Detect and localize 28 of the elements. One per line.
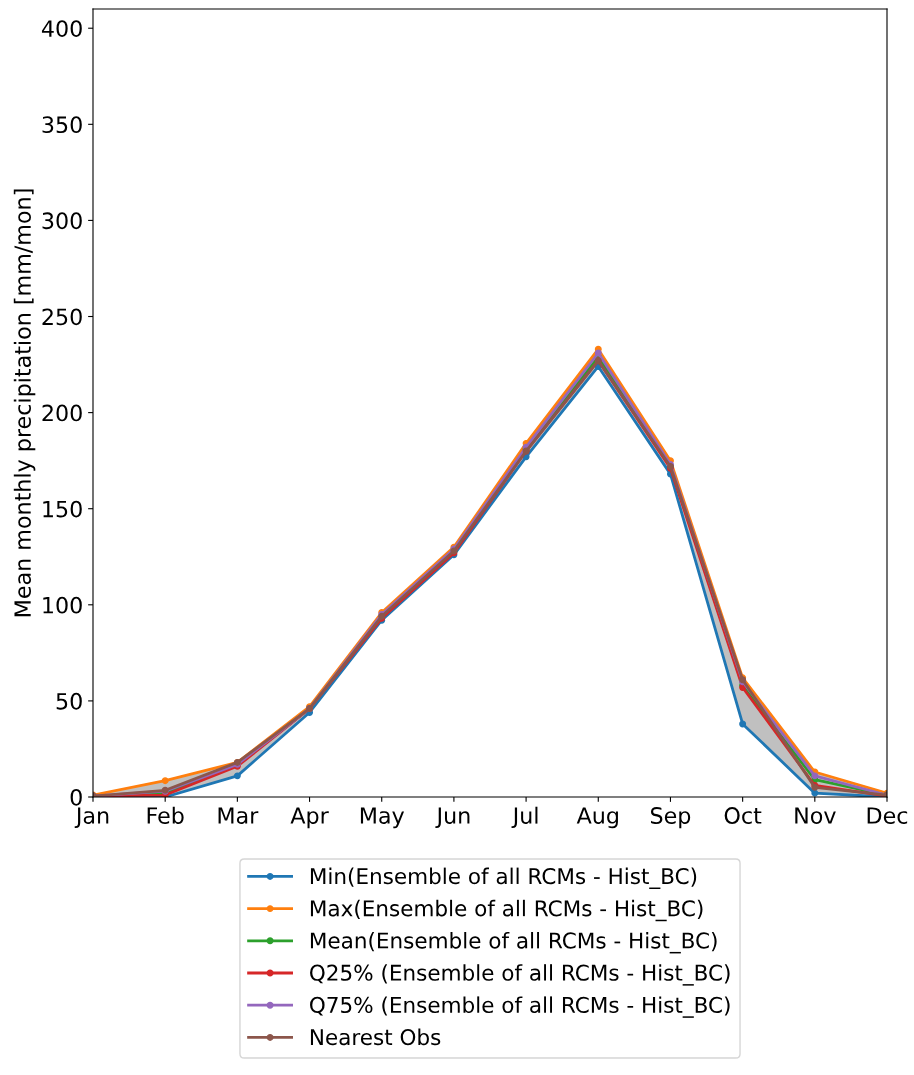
x-tick-label: May — [360, 807, 405, 829]
x-tick-label: Aug — [576, 807, 618, 829]
y-tick-label: 100 — [43, 596, 82, 614]
x-tick-label: Sep — [650, 807, 691, 829]
x-tick-label: Feb — [147, 806, 184, 824]
y-tick-label: 0 — [70, 788, 82, 806]
y-tick-label: 350 — [42, 116, 82, 134]
x-tick-label: Jan — [74, 807, 109, 829]
y-axis-title: Mean monthly precipitation [mm/mon] — [13, 189, 36, 617]
legend-label: Q75% (Ensemble of all RCMs - Hist_BC) — [310, 996, 730, 1018]
legend-label: Q25% (Ensemble of all RCMs - Hist_BC) — [310, 964, 730, 986]
legend-label: Max(Ensemble of all RCMs - Hist_BC) — [310, 899, 703, 922]
legend-label: Min(Ensemble of all RCMs - Hist_BC) — [310, 867, 697, 890]
y-tick-label: 50 — [56, 692, 82, 710]
y-tick-label: 250 — [42, 308, 82, 326]
x-tick-label: Apr — [290, 807, 329, 829]
x-tick-label: Jul — [511, 806, 538, 829]
x-tick-label: Jun — [435, 807, 470, 829]
x-tick-label: Dec — [867, 807, 908, 824]
x-tick-label: Oct — [724, 807, 762, 824]
legend-label: Mean(Ensemble of all RCMs - Hist_BC) — [310, 931, 717, 954]
y-tick-label: 150 — [43, 500, 82, 518]
legend-label: Nearest Obs — [310, 1028, 441, 1046]
x-tick-label: Nov — [795, 807, 836, 824]
y-tick-label: 400 — [41, 20, 82, 37]
y-tick-label: 300 — [42, 212, 82, 230]
x-tick-label: Mar — [218, 807, 259, 824]
y-tick-label: 200 — [42, 404, 82, 422]
